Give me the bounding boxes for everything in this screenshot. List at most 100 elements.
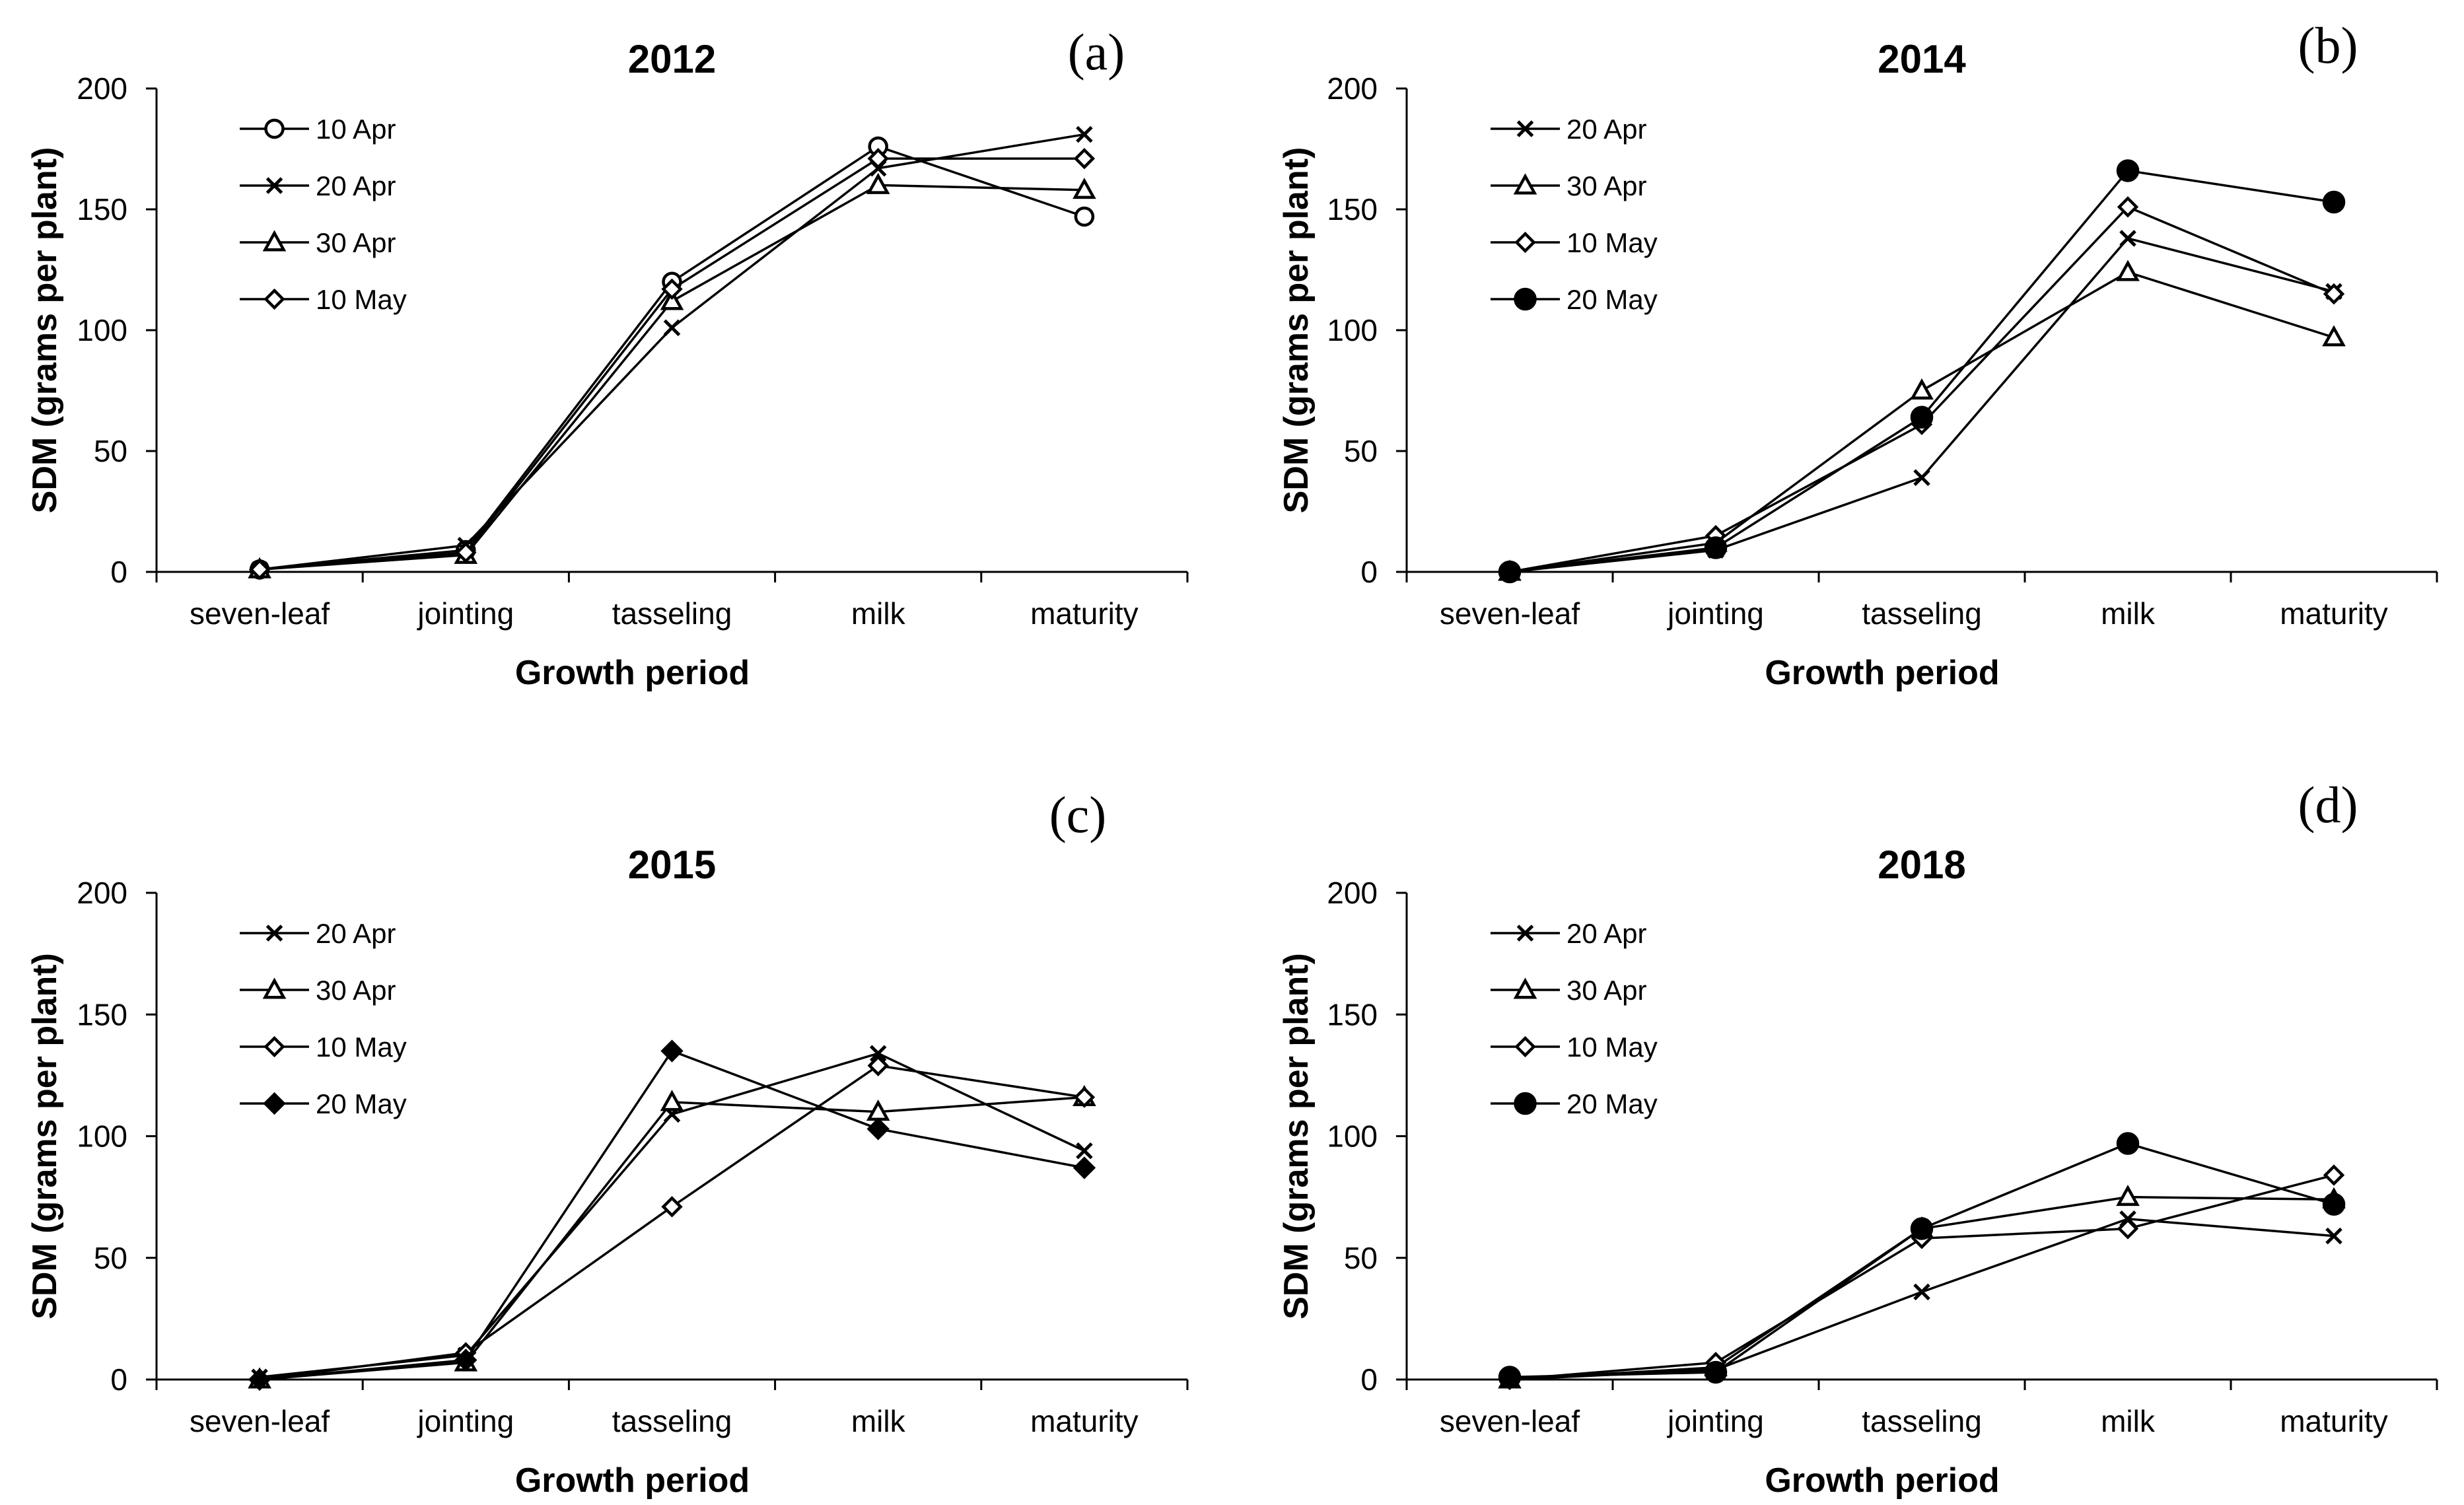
legend-marker <box>262 230 287 252</box>
chart-title: 2018 <box>1878 843 1965 887</box>
x-axis-label: Growth period <box>1765 1461 1999 1500</box>
y-axis-label: SDM (grams per plant) <box>26 953 64 1319</box>
legend-label: 30 Apr <box>1566 975 1646 1006</box>
y-tick-label: 150 <box>77 997 127 1032</box>
series-30-apr <box>248 1084 1096 1389</box>
legend-label: 10 May <box>316 1032 407 1063</box>
panel-label: (d) <box>2298 776 2358 833</box>
x-tick-label: jointing <box>416 1404 514 1438</box>
series-10-may <box>248 147 1096 580</box>
data-point <box>2116 159 2140 182</box>
y-tick-label: 50 <box>94 434 127 468</box>
data-point <box>1074 206 1095 227</box>
data-point <box>454 1348 477 1372</box>
legend-label: 10 Apr <box>316 114 396 145</box>
data-point <box>1073 147 1096 170</box>
y-tick-label: 200 <box>1327 876 1378 910</box>
x-tick-label: milk <box>851 596 906 631</box>
data-point <box>1073 1156 1096 1179</box>
x-tick-label: seven-leaf <box>1440 596 1580 631</box>
chart-title: 2012 <box>628 37 716 81</box>
data-point <box>1913 1283 1930 1301</box>
series-line <box>1509 1142 2335 1379</box>
data-point <box>867 147 889 170</box>
data-point <box>1498 1366 1522 1389</box>
legend: 20 Apr 30 Apr 10 May 20 May <box>1491 918 1658 1119</box>
data-point <box>248 1368 271 1391</box>
legend-label: 30 Apr <box>316 975 396 1006</box>
panel-label: (c) <box>1049 786 1107 843</box>
x-tick-label: tasseling <box>612 596 732 631</box>
data-point <box>1073 178 1096 199</box>
x-tick-label: maturity <box>1030 1404 1139 1438</box>
y-tick-label: 200 <box>77 71 127 106</box>
series-20-may <box>248 1039 1096 1391</box>
data-point <box>660 289 684 310</box>
series-line <box>1509 1173 2335 1381</box>
legend-marker <box>1514 1035 1536 1058</box>
chart-panel-2014: 0 50 100 150 200 seven-leaf jointing tasseling m… <box>1277 17 2438 692</box>
series-20-apr <box>1501 230 2342 580</box>
data-point <box>661 1196 683 1218</box>
legend-label: 20 May <box>1566 284 1658 315</box>
chart-panel-2012: 0 50 100 150 200 seven-leaf jointing tasseling m… <box>26 23 1189 692</box>
x-tick-label: milk <box>851 1404 906 1438</box>
data-point <box>1076 125 1093 143</box>
legend-label: 10 May <box>1566 1032 1658 1063</box>
legend-marker <box>1514 287 1537 311</box>
y-tick-label: 0 <box>1360 555 1378 589</box>
x-tick-label: maturity <box>1030 596 1139 631</box>
data-point <box>2116 260 2140 281</box>
y-axis-label: SDM (grams per plant) <box>26 147 64 514</box>
x-axis-label: Growth period <box>515 1461 750 1500</box>
data-point <box>866 172 890 194</box>
data-point <box>660 1090 684 1111</box>
series-line <box>259 145 1085 571</box>
legend-marker <box>265 925 283 942</box>
panel-label: (b) <box>2298 17 2358 74</box>
panel-label: (a) <box>1068 23 1125 81</box>
y-tick-label: 200 <box>1327 71 1378 106</box>
x-tick-label: tasseling <box>1862 596 1982 631</box>
data-point <box>1913 469 1930 487</box>
y-tick-label: 150 <box>1327 192 1378 227</box>
legend-marker <box>264 118 285 139</box>
x-tick-label: milk <box>2101 596 2156 631</box>
series-line <box>259 157 1084 571</box>
y-tick-label: 50 <box>1344 434 1378 468</box>
data-point <box>248 559 271 580</box>
legend-marker <box>1514 1092 1537 1115</box>
data-point <box>2323 283 2345 305</box>
data-point <box>2325 1227 2342 1245</box>
y-tick-label: 100 <box>77 313 127 347</box>
legend: 20 Apr 30 Apr 10 May 20 May <box>240 918 407 1119</box>
y-tick-label: 50 <box>1344 1241 1378 1275</box>
x-tick-label: jointing <box>1666 596 1764 631</box>
data-point <box>1910 1217 1934 1240</box>
data-point <box>1076 1142 1093 1160</box>
x-axis-label: Growth period <box>1765 654 1999 692</box>
data-point <box>2322 1193 2346 1216</box>
x-tick-label: tasseling <box>612 1404 732 1438</box>
legend-marker <box>1513 173 1537 195</box>
legend-label: 20 Apr <box>1566 114 1646 145</box>
chart-panel-2018: 0 50 100 150 200 seven-leaf jointing tasseling m… <box>1277 776 2438 1500</box>
y-tick-label: 200 <box>77 876 127 910</box>
x-tick-label: jointing <box>1666 1404 1764 1438</box>
legend-label: 20 Apr <box>316 170 396 201</box>
legend-marker <box>263 1092 286 1115</box>
legend-marker <box>1513 977 1537 999</box>
legend-label: 20 May <box>1566 1088 1658 1119</box>
data-point <box>1704 1360 1728 1384</box>
legend: 10 Apr 20 Apr 30 Apr 10 May <box>240 114 407 315</box>
y-axis-label: SDM (grams per plant) <box>1277 953 1316 1319</box>
y-tick-label: 100 <box>77 1119 127 1154</box>
y-axis-label: SDM (grams per plant) <box>1277 147 1316 514</box>
y-tick-label: 100 <box>1327 313 1378 347</box>
data-point <box>660 1039 684 1063</box>
x-tick-label: maturity <box>2280 1404 2388 1438</box>
data-point <box>455 542 477 563</box>
data-point <box>2116 1132 2140 1155</box>
x-tick-label: seven-leaf <box>190 1404 330 1438</box>
